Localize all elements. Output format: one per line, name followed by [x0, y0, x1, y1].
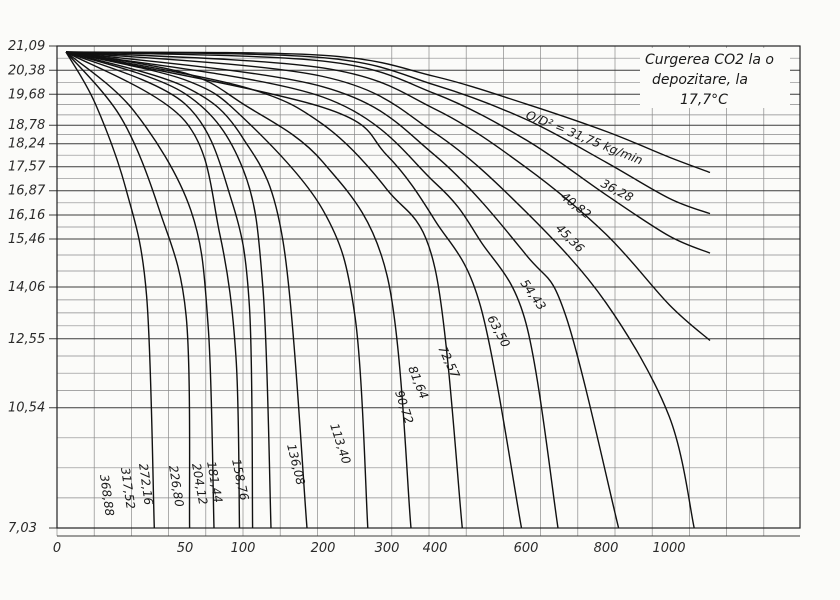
x-tick-label: 800: [594, 541, 619, 556]
y-tick-label: 14,06: [8, 280, 45, 295]
curve-label: 136,08: [284, 442, 308, 486]
grid: [49, 46, 800, 536]
curve-label: 158,76: [229, 458, 251, 502]
y-tick-label: 16,16: [8, 208, 45, 223]
title-line: depozitare, la: [652, 72, 748, 88]
y-tick-label: 16,87: [8, 184, 46, 199]
y-tick-label: 7,03: [8, 521, 37, 536]
curve-label: 368,88: [97, 473, 117, 517]
x-tick-label: 50: [177, 541, 194, 556]
x-tick-label: 600: [514, 541, 539, 556]
curve-line: [66, 52, 558, 528]
curve-label: 113,40: [327, 422, 353, 467]
curve-line: [66, 52, 190, 528]
y-tick-label: 17,57: [8, 160, 46, 175]
y-axis-ticks: 21,09 20,38 19,68 18,78 18,24 17,57 16,87 16,16…: [8, 39, 46, 536]
y-tick-label: 18,24: [8, 137, 45, 152]
y-tick-label: 15,46: [8, 232, 45, 247]
curves: [66, 52, 710, 528]
curve-line: [66, 52, 694, 528]
curve-label: 72,57: [435, 343, 462, 380]
x-tick-label: 400: [423, 541, 448, 556]
y-tick-label: 10,54: [8, 401, 45, 416]
y-tick-label: 12,55: [8, 332, 45, 347]
y-tick-label: 21,09: [8, 39, 45, 54]
curve-label: 54,43: [518, 277, 549, 313]
y-tick-label: 20,38: [8, 63, 45, 78]
chart-title: Curgerea CO2 la o depozitare, la 17,7°C: [640, 48, 790, 108]
x-tick-label: 100: [231, 541, 256, 556]
curve-label: 40,82: [558, 189, 594, 221]
curve-line: [66, 52, 462, 528]
curve-line: [66, 52, 154, 528]
curve-label: 81,64: [405, 364, 431, 401]
title-line: 17,7°C: [680, 92, 728, 108]
curve-label: 36,28: [599, 176, 636, 205]
curve-line: [66, 52, 214, 528]
curve-label: 45,36: [553, 221, 587, 255]
x-tick-label: 1000: [652, 541, 685, 556]
curve-label: 90,72: [392, 389, 416, 426]
title-line: Curgerea CO2 la o: [645, 52, 774, 68]
x-tick-label: 300: [375, 541, 400, 556]
curve-label: 226,80: [166, 464, 186, 508]
y-tick-label: 18,78: [8, 118, 45, 133]
x-tick-label: 200: [311, 541, 336, 556]
curve-label: Q/D² = 31,75 kg/min: [524, 108, 645, 168]
x-axis-ticks: 0 50 100 200 300 400 600 800 1000: [53, 541, 686, 556]
y-tick-label: 19,68: [8, 87, 45, 102]
curve-label: 317,52: [118, 466, 138, 510]
x-tick-label: 0: [53, 541, 61, 556]
